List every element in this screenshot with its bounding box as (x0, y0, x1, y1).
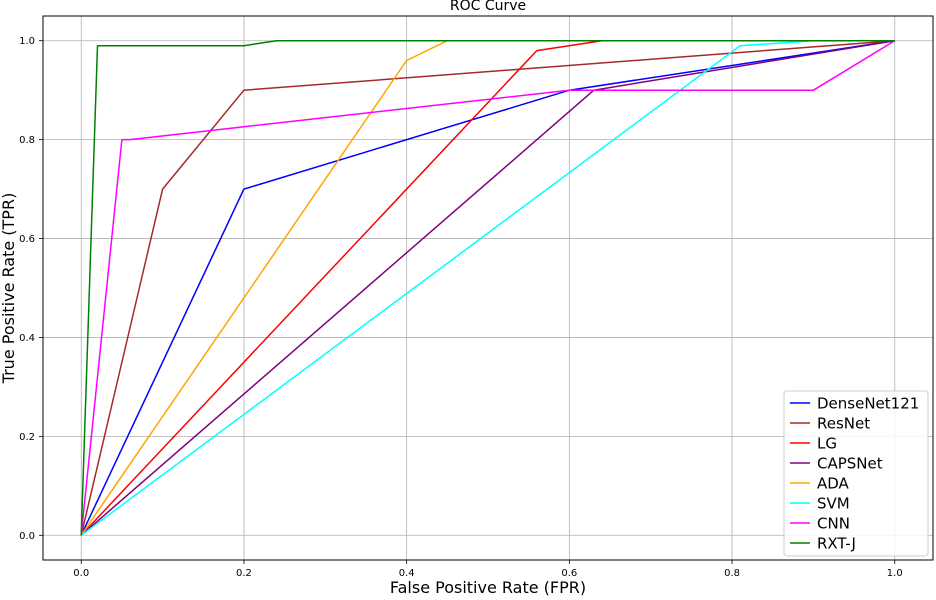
legend-label-capsnet: CAPSNet (817, 455, 883, 473)
y-tick-label: 1.0 (19, 36, 35, 47)
series-line-cnn (80, 40, 896, 536)
legend-label-resnet: ResNet (817, 415, 870, 433)
x-tick-label: 0.8 (724, 568, 740, 579)
x-tick-label: 0.6 (561, 568, 577, 579)
y-tick-label: 0.2 (19, 432, 35, 443)
plot-frame (42, 15, 934, 561)
series-line-rxt-j (80, 39, 895, 536)
y-tick-label: 0.8 (19, 135, 35, 146)
y-tick-label: 0.6 (19, 234, 35, 245)
legend-label-lg: LG (817, 435, 837, 453)
y-tick-label: 0.4 (19, 333, 35, 344)
y-axis-label: True Positive Rate (TPR) (0, 193, 18, 385)
legend-items: DenseNet121 ResNet LG CAPSNet ADA SVM CNN RXT-J (790, 395, 919, 553)
legend: DenseNet121 ResNet LG CAPSNet ADA SVM CNN RXT-J (783, 390, 929, 557)
series-line-densenet121 (80, 39, 895, 536)
legend-label-ada: ADA (817, 475, 850, 493)
legend-label-rxt-j: RXT-J (817, 535, 856, 553)
x-tick-label: 0.0 (73, 568, 89, 579)
legend-box (783, 390, 929, 557)
series-line-resnet (80, 39, 895, 536)
legend-label-densenet121: DenseNet121 (817, 395, 919, 413)
grid-lines (43, 16, 933, 560)
x-axis-ticks: 0.0 0.2 0.4 0.6 0.8 1.0 (73, 560, 903, 579)
x-tick-label: 0.2 (236, 568, 252, 579)
series-lines (80, 39, 896, 536)
y-axis-ticks: 0.0 0.2 0.4 0.6 0.8 1.0 (19, 36, 43, 542)
y-tick-label: 0.0 (19, 531, 35, 542)
legend-label-cnn: CNN (817, 515, 850, 533)
x-tick-label: 0.4 (399, 568, 415, 579)
x-axis-label: False Positive Rate (FPR) (390, 578, 586, 596)
x-tick-label: 1.0 (887, 568, 903, 579)
chart-title: ROC Curve (450, 0, 526, 14)
legend-label-svm: SVM (817, 495, 850, 513)
